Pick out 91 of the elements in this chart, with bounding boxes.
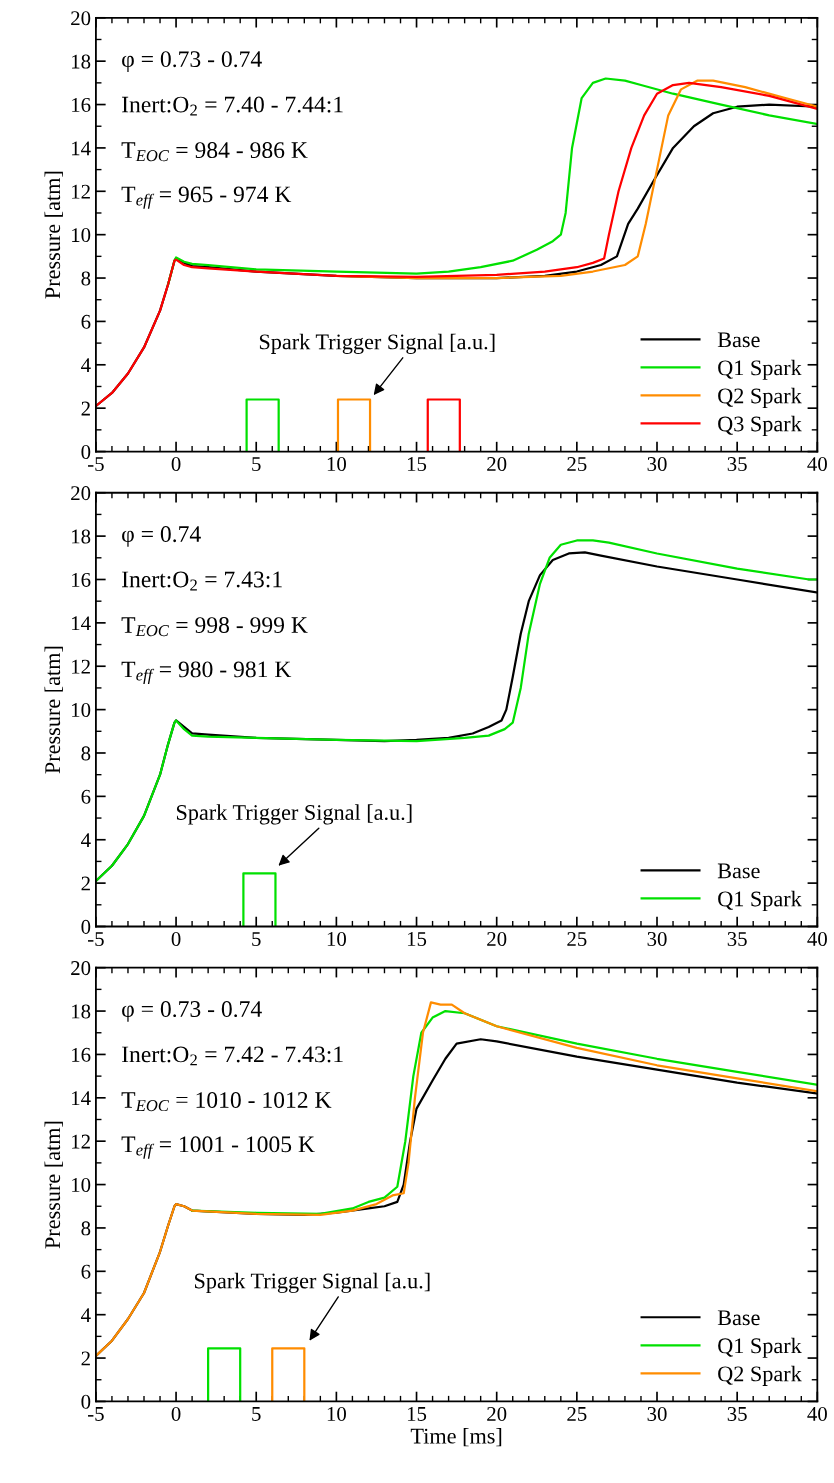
y-axis-title: Pressure [atm] bbox=[44, 646, 63, 774]
x-tick-label: 10 bbox=[327, 931, 346, 947]
legend-label: Base bbox=[717, 332, 760, 348]
y-axis-title: Pressure [atm] bbox=[44, 171, 63, 299]
y-axis-title: Pressure [atm] bbox=[44, 1121, 63, 1249]
y-tick-label: 20 bbox=[71, 486, 91, 501]
annotation: Spark Trigger Signal [a.u.] bbox=[194, 1272, 430, 1293]
x-tick-label: 30 bbox=[647, 1406, 667, 1421]
legend-label: Q1 Spark bbox=[718, 1337, 802, 1358]
y-tick-label: 20 bbox=[71, 11, 91, 26]
x-tick-label: 5 bbox=[252, 457, 261, 472]
y-tick-label: 0 bbox=[81, 919, 91, 934]
y-tick-label: 18 bbox=[72, 1004, 91, 1019]
legend-label: Q1 Spark bbox=[718, 890, 802, 911]
y-tick-label: 16 bbox=[72, 97, 91, 112]
x-tick-label: -5 bbox=[88, 457, 104, 472]
y-tick-label: 12 bbox=[72, 184, 90, 199]
x-tick-label: 25 bbox=[567, 457, 587, 472]
x-tick-label: 0 bbox=[171, 931, 181, 947]
x-tick-label: 5 bbox=[252, 1407, 261, 1421]
annotation: φ = 0.73 - 0.74 bbox=[122, 1001, 262, 1022]
y-tick-label: 2 bbox=[81, 1351, 90, 1366]
annotation: Inert:O$_{2}$ = 7.40 - 7.44:1 bbox=[122, 96, 343, 116]
x-tick-label: 0 bbox=[171, 1406, 181, 1421]
x-tick-label: 15 bbox=[407, 457, 427, 472]
annotation: Spark Trigger Signal [a.u.] bbox=[176, 804, 412, 825]
legend-label: Q2 Spark bbox=[718, 387, 802, 408]
x-tick-label: 15 bbox=[407, 1407, 427, 1421]
annotation: φ = 0.74 bbox=[122, 526, 201, 547]
y-tick-label: 10 bbox=[72, 702, 91, 718]
y-tick-label: 12 bbox=[72, 659, 90, 674]
x-tick-label: 35 bbox=[727, 932, 747, 947]
legend-label: Base bbox=[717, 863, 760, 879]
legend-label: Q2 Spark bbox=[718, 1365, 802, 1386]
y-tick-label: 6 bbox=[81, 789, 91, 804]
annotation: T$_{EOC}$ = 1010 - 1012 K bbox=[121, 1092, 332, 1112]
x-axis-title: Time [ms] bbox=[410, 1427, 502, 1447]
y-tick-label: 10 bbox=[72, 228, 91, 243]
y-tick-label: 8 bbox=[81, 746, 91, 761]
annotation: φ = 0.73 - 0.74 bbox=[122, 51, 262, 72]
y-tick-label: 16 bbox=[72, 572, 91, 587]
y-tick-label: 14 bbox=[72, 1091, 91, 1106]
legend-label: Q3 Spark bbox=[718, 415, 802, 436]
x-tick-label: 30 bbox=[647, 457, 667, 472]
annotation: T$_{EOC}$ = 998 - 999 K bbox=[121, 617, 308, 637]
annotation: Inert:O$_{2}$ = 7.42 - 7.43:1 bbox=[122, 1046, 343, 1066]
y-tick-label: 0 bbox=[81, 444, 91, 459]
x-tick-label: 35 bbox=[727, 457, 747, 472]
y-tick-label: 20 bbox=[71, 961, 91, 976]
x-tick-label: 10 bbox=[327, 1406, 346, 1421]
x-tick-label: 20 bbox=[487, 931, 507, 947]
x-tick-label: 40 bbox=[807, 457, 827, 472]
y-tick-label: 8 bbox=[81, 1221, 91, 1236]
x-tick-label: 15 bbox=[407, 932, 427, 947]
x-tick-label: 20 bbox=[487, 457, 507, 472]
y-tick-label: 10 bbox=[72, 1177, 91, 1192]
annotation: T$_{eff}$ = 965 - 974 K bbox=[121, 186, 292, 209]
y-tick-label: 18 bbox=[72, 54, 91, 69]
x-tick-label: 5 bbox=[252, 932, 261, 947]
x-tick-label: 25 bbox=[567, 1406, 587, 1421]
x-tick-label: 40 bbox=[807, 931, 827, 947]
legend-label: Base bbox=[717, 1310, 760, 1326]
x-tick-label: 10 bbox=[327, 457, 346, 472]
annotation: T$_{eff}$ = 1001 - 1005 K bbox=[121, 1136, 315, 1159]
legend-label: Q1 Spark bbox=[718, 359, 802, 380]
y-tick-label: 8 bbox=[81, 271, 91, 286]
x-tick-label: -5 bbox=[88, 932, 104, 947]
x-tick-label: 20 bbox=[487, 1406, 507, 1421]
y-tick-label: 6 bbox=[81, 1264, 91, 1279]
x-tick-label: 25 bbox=[567, 932, 587, 947]
x-tick-label: 35 bbox=[727, 1406, 747, 1421]
y-tick-label: 2 bbox=[81, 876, 90, 891]
y-tick-label: 4 bbox=[81, 833, 91, 847]
y-tick-label: 0 bbox=[81, 1394, 91, 1409]
x-tick-label: 40 bbox=[807, 1406, 827, 1421]
annotation: T$_{eff}$ = 980 - 981 K bbox=[121, 661, 292, 684]
x-tick-label: 0 bbox=[171, 457, 181, 472]
y-tick-label: 14 bbox=[72, 616, 91, 631]
y-tick-label: 4 bbox=[81, 358, 91, 373]
y-tick-label: 16 bbox=[72, 1047, 91, 1062]
y-tick-label: 6 bbox=[81, 314, 91, 329]
y-tick-label: 14 bbox=[72, 141, 91, 156]
annotation: T$_{EOC}$ = 984 - 986 K bbox=[121, 142, 308, 162]
x-tick-label: -5 bbox=[88, 1407, 104, 1421]
y-tick-label: 4 bbox=[81, 1308, 91, 1322]
y-tick-label: 2 bbox=[81, 401, 90, 416]
y-tick-label: 12 bbox=[72, 1134, 90, 1149]
y-tick-label: 18 bbox=[72, 529, 91, 544]
x-tick-label: 30 bbox=[647, 931, 667, 947]
annotation: Spark Trigger Signal [a.u.] bbox=[259, 333, 495, 354]
annotation: Inert:O$_{2}$ = 7.43:1 bbox=[122, 571, 282, 591]
